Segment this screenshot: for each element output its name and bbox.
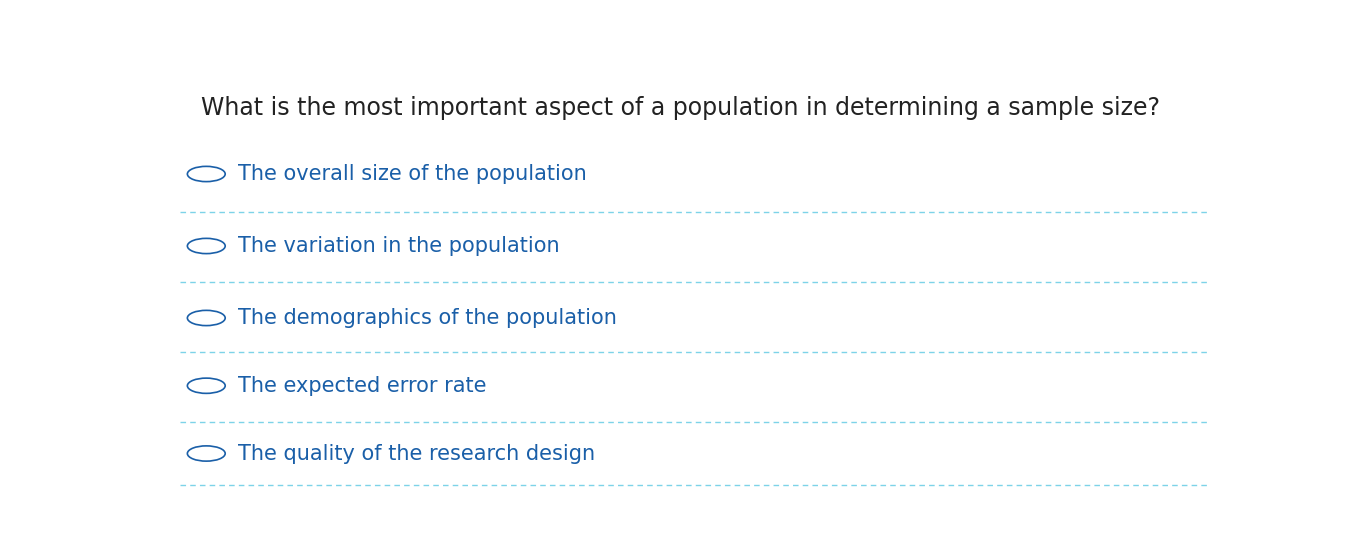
Text: The quality of the research design: The quality of the research design	[237, 443, 595, 464]
Text: The overall size of the population: The overall size of the population	[237, 164, 587, 184]
Text: What is the most important aspect of a population in determining a sample size?: What is the most important aspect of a p…	[201, 96, 1159, 120]
Text: The expected error rate: The expected error rate	[237, 376, 487, 396]
Text: The demographics of the population: The demographics of the population	[237, 308, 617, 328]
Text: The variation in the population: The variation in the population	[237, 236, 560, 256]
